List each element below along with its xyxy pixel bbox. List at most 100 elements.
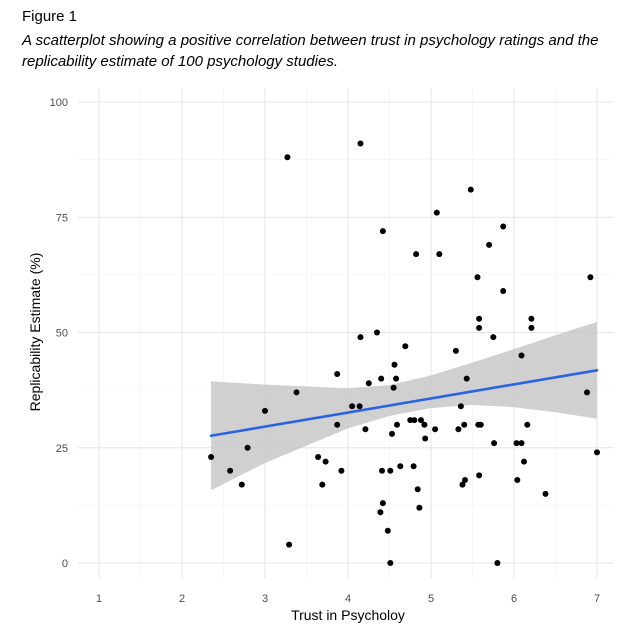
data-point bbox=[521, 458, 527, 465]
confidence-band bbox=[211, 321, 597, 491]
data-point bbox=[514, 477, 521, 483]
data-point bbox=[528, 324, 535, 331]
data-point bbox=[322, 458, 329, 465]
data-point bbox=[244, 444, 251, 451]
data-point bbox=[394, 421, 400, 428]
data-point bbox=[463, 375, 470, 382]
data-point bbox=[357, 140, 364, 147]
data-point bbox=[319, 481, 326, 488]
x-tick-label: 3 bbox=[262, 593, 268, 605]
data-point bbox=[414, 486, 421, 493]
data-point bbox=[334, 371, 341, 377]
data-point bbox=[476, 315, 483, 322]
x-tick-label: 5 bbox=[428, 593, 434, 605]
data-point bbox=[334, 421, 341, 428]
data-point bbox=[397, 463, 404, 470]
data-point bbox=[477, 421, 484, 428]
data-point bbox=[436, 251, 443, 258]
y-tick-label: 0 bbox=[62, 558, 68, 570]
data-point bbox=[584, 389, 590, 396]
data-point bbox=[476, 472, 483, 479]
y-tick-label: 75 bbox=[56, 212, 68, 224]
data-point bbox=[378, 375, 385, 382]
data-point bbox=[474, 274, 481, 281]
data-point bbox=[455, 426, 462, 433]
data-point bbox=[411, 417, 418, 424]
data-point bbox=[462, 477, 468, 483]
data-point bbox=[513, 440, 520, 447]
data-point bbox=[524, 421, 531, 428]
data-point bbox=[476, 324, 483, 331]
trend-line-layer bbox=[209, 369, 599, 438]
x-tick-label: 1 bbox=[96, 593, 102, 605]
data-point bbox=[238, 481, 245, 488]
data-point bbox=[389, 430, 395, 437]
data-point bbox=[286, 541, 293, 548]
data-point bbox=[387, 467, 394, 474]
x-tick-label: 6 bbox=[511, 593, 517, 605]
data-point bbox=[407, 417, 414, 424]
y-tick-label: 25 bbox=[56, 443, 68, 455]
confidence-band-layer bbox=[211, 321, 597, 491]
data-point bbox=[293, 389, 300, 396]
data-point bbox=[410, 463, 417, 470]
data-point bbox=[452, 347, 459, 354]
data-point bbox=[490, 334, 497, 341]
y-axis-ticks: 0 25 50 75 100 bbox=[50, 97, 68, 570]
data-point bbox=[461, 421, 468, 428]
data-point bbox=[338, 467, 345, 474]
data-point bbox=[284, 154, 291, 161]
data-point bbox=[384, 527, 391, 534]
data-point bbox=[413, 251, 420, 258]
data-point bbox=[494, 560, 501, 566]
data-point bbox=[379, 467, 385, 474]
data-point bbox=[377, 509, 384, 516]
data-point bbox=[500, 223, 507, 230]
data-point bbox=[357, 334, 364, 341]
data-point bbox=[262, 407, 268, 414]
trend-line bbox=[209, 369, 599, 438]
y-tick-label: 100 bbox=[50, 97, 68, 109]
data-point bbox=[433, 209, 440, 216]
x-axis-ticks: 1 2 3 4 5 6 7 bbox=[96, 593, 600, 605]
y-tick-label: 50 bbox=[56, 328, 68, 340]
data-point bbox=[208, 454, 215, 460]
data-point bbox=[402, 343, 409, 350]
data-point bbox=[518, 352, 525, 359]
data-point bbox=[421, 421, 428, 428]
major-gridlines bbox=[78, 88, 614, 578]
data-point bbox=[459, 481, 466, 488]
x-tick-label: 7 bbox=[594, 593, 600, 605]
data-point bbox=[365, 380, 372, 387]
data-point bbox=[518, 440, 525, 447]
data-point bbox=[422, 435, 429, 442]
data-point bbox=[362, 426, 369, 433]
data-point bbox=[379, 228, 386, 235]
data-point bbox=[315, 454, 322, 460]
data-point bbox=[349, 403, 356, 410]
data-point bbox=[416, 504, 423, 511]
data-point bbox=[594, 449, 600, 456]
data-point bbox=[391, 361, 398, 368]
data-point bbox=[491, 440, 498, 447]
data-point bbox=[356, 403, 363, 410]
data-point bbox=[379, 500, 386, 507]
figure-caption: A scatterplot showing a positive correla… bbox=[22, 32, 599, 70]
data-point bbox=[486, 241, 493, 248]
data-point bbox=[432, 426, 439, 433]
data-point bbox=[227, 467, 234, 474]
data-point bbox=[457, 403, 464, 410]
data-point bbox=[387, 560, 394, 566]
data-point bbox=[374, 329, 380, 336]
data-point bbox=[542, 490, 549, 497]
data-point bbox=[528, 315, 535, 322]
x-tick-label: 2 bbox=[179, 593, 185, 605]
data-point bbox=[467, 186, 474, 193]
data-points bbox=[208, 140, 600, 566]
data-point bbox=[587, 274, 594, 281]
figure-label: Figure 1 bbox=[22, 8, 78, 25]
data-point bbox=[390, 384, 397, 391]
x-tick-label: 4 bbox=[345, 593, 351, 605]
y-axis-title: Replicability Estimate (%) bbox=[27, 253, 43, 412]
